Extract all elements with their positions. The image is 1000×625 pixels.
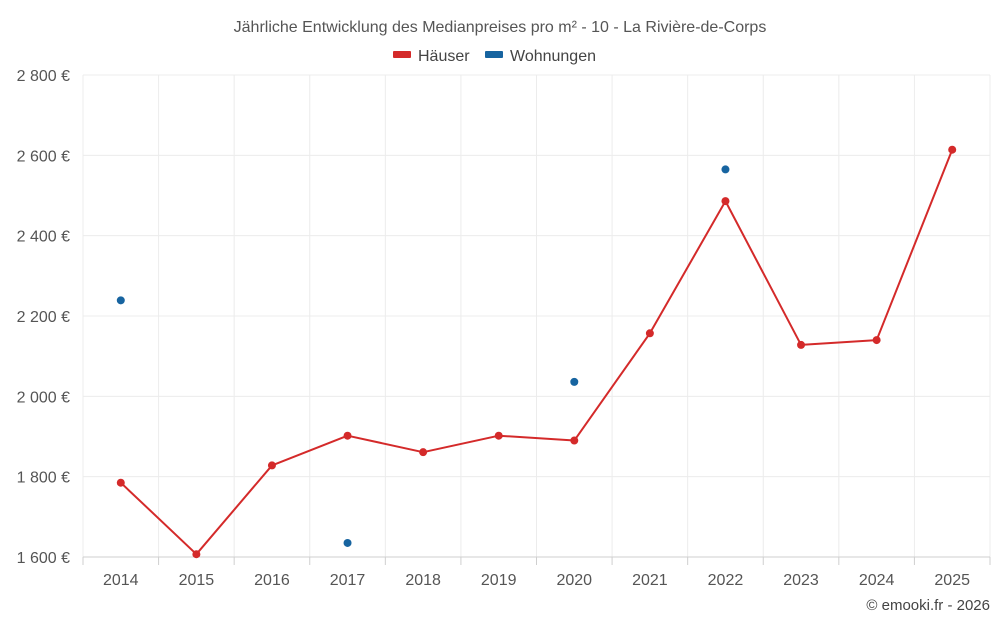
y-tick-label: 1 800 € (17, 470, 70, 487)
x-tick-label: 2020 (556, 572, 592, 589)
point-hauser[interactable] (343, 431, 352, 440)
chart-title: Jährliche Entwicklung des Medianpreises … (234, 19, 767, 36)
point-hauser[interactable] (721, 197, 730, 206)
legend: Häuser Wohnungen (393, 48, 596, 65)
point-hauser[interactable] (872, 336, 881, 345)
legend-item-hauser[interactable]: Häuser (393, 48, 470, 65)
y-tick-label: 2 600 € (17, 148, 70, 165)
point-hauser[interactable] (419, 448, 428, 457)
y-tick-label: 2 000 € (17, 389, 70, 406)
point-wohnungen[interactable] (721, 165, 730, 174)
x-tick-label: 2014 (103, 572, 139, 589)
point-hauser[interactable] (116, 478, 125, 487)
series-line-hauser (120, 149, 954, 556)
x-tick-label: 2024 (859, 572, 895, 589)
credit-text: © emooki.fr - 2026 (866, 597, 990, 614)
plot-area (116, 145, 957, 559)
point-hauser[interactable] (948, 145, 957, 154)
point-hauser[interactable] (192, 550, 201, 559)
legend-swatch-hauser (393, 51, 411, 58)
y-tick-label: 2 200 € (17, 309, 70, 326)
point-hauser[interactable] (570, 436, 579, 445)
legend-label-hauser: Häuser (418, 48, 470, 65)
y-tick-label: 2 800 € (17, 68, 70, 85)
legend-swatch-wohnungen (485, 51, 503, 58)
y-tick-label: 1 600 € (17, 550, 70, 567)
point-hauser[interactable] (797, 340, 806, 349)
x-tick-label: 2023 (783, 572, 819, 589)
point-wohnungen[interactable] (343, 538, 352, 547)
x-tick-label: 2022 (708, 572, 744, 589)
x-tick-label: 2015 (179, 572, 215, 589)
y-tick-label: 2 400 € (17, 229, 70, 246)
x-tick-label: 2016 (254, 572, 290, 589)
point-wohnungen[interactable] (116, 296, 125, 305)
legend-item-wohnungen[interactable]: Wohnungen (485, 48, 596, 65)
x-tick-label: 2021 (632, 572, 668, 589)
grid (82, 74, 991, 557)
legend-label-wohnungen: Wohnungen (510, 48, 596, 65)
x-tick-label: 2025 (934, 572, 970, 589)
x-tick-label: 2017 (330, 572, 366, 589)
point-hauser[interactable] (645, 329, 654, 338)
x-tick-label: 2019 (481, 572, 517, 589)
point-wohnungen[interactable] (570, 377, 579, 386)
point-hauser[interactable] (494, 431, 503, 440)
x-tick-label: 2018 (405, 572, 441, 589)
y-axis: 1 600 € 1 800 € 2 000 € 2 200 € 2 400 € 2 600… (17, 68, 70, 567)
point-hauser[interactable] (267, 461, 276, 470)
x-axis: 2014 2015 2016 2017 2018 2019 2020 2021 2022 2023… (82, 556, 991, 589)
